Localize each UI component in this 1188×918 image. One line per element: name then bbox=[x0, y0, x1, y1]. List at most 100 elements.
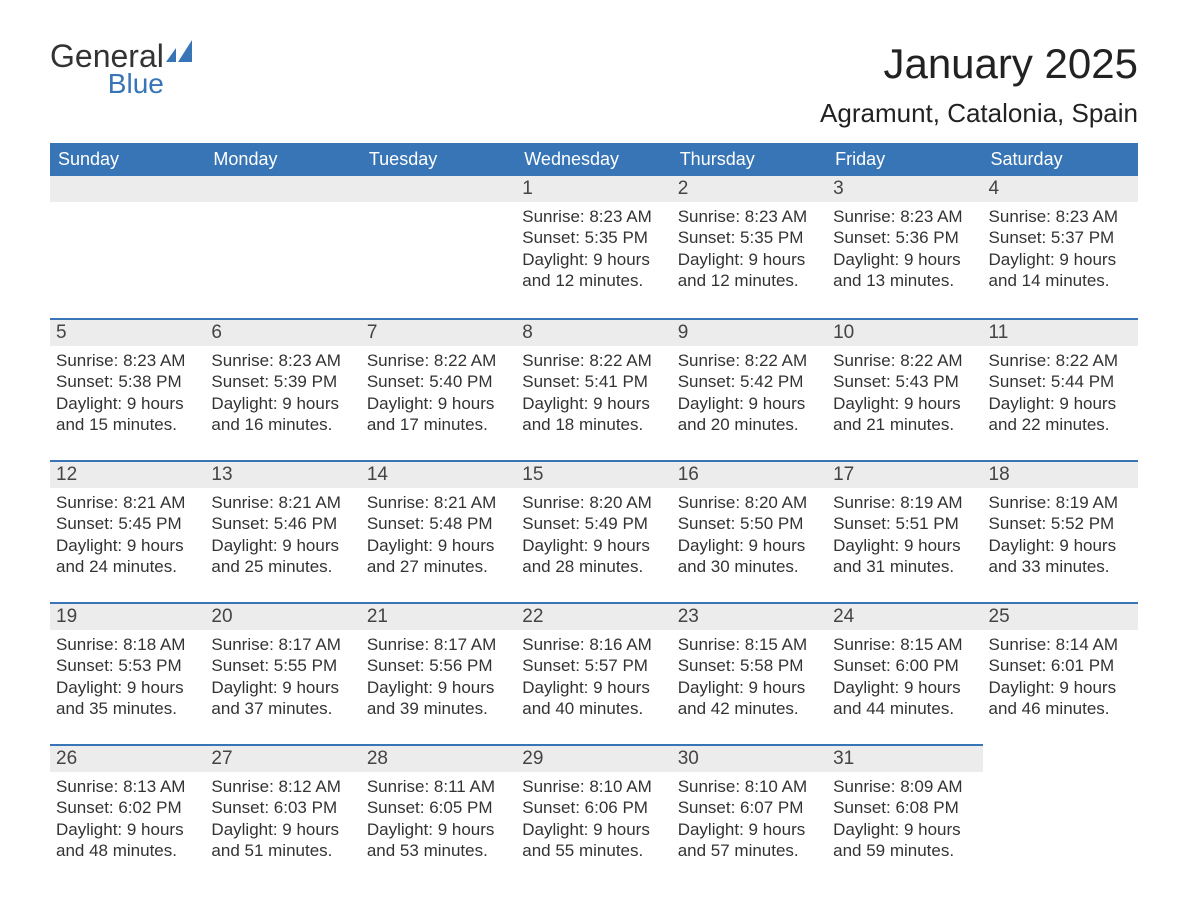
day-line: Daylight: 9 hours bbox=[833, 249, 976, 270]
day-details: Sunrise: 8:23 AMSunset: 5:35 PMDaylight:… bbox=[516, 202, 671, 299]
calendar-cell: 2Sunrise: 8:23 AMSunset: 5:35 PMDaylight… bbox=[672, 176, 827, 318]
day-number: 16 bbox=[672, 462, 827, 488]
day-details: Sunrise: 8:23 AMSunset: 5:37 PMDaylight:… bbox=[983, 202, 1138, 299]
day-details: Sunrise: 8:13 AMSunset: 6:02 PMDaylight:… bbox=[50, 772, 205, 869]
day-line: Sunset: 5:52 PM bbox=[989, 513, 1132, 534]
day-line: Sunset: 5:37 PM bbox=[989, 227, 1132, 248]
day-details: Sunrise: 8:21 AMSunset: 5:45 PMDaylight:… bbox=[50, 488, 205, 585]
day-line: and 17 minutes. bbox=[367, 414, 510, 435]
day-line: Sunrise: 8:22 AM bbox=[522, 350, 665, 371]
calendar-cell bbox=[205, 176, 360, 318]
day-line: Sunrise: 8:10 AM bbox=[678, 776, 821, 797]
day-line: and 31 minutes. bbox=[833, 556, 976, 577]
day-line: Sunrise: 8:23 AM bbox=[989, 206, 1132, 227]
day-number: 11 bbox=[983, 320, 1138, 346]
day-line: Sunset: 5:42 PM bbox=[678, 371, 821, 392]
day-line: Sunset: 5:45 PM bbox=[56, 513, 199, 534]
day-line: and 42 minutes. bbox=[678, 698, 821, 719]
day-number: 24 bbox=[827, 604, 982, 630]
calendar-cell: 9Sunrise: 8:22 AMSunset: 5:42 PMDaylight… bbox=[672, 318, 827, 460]
day-line: Daylight: 9 hours bbox=[56, 819, 199, 840]
day-number: 29 bbox=[516, 746, 671, 772]
calendar-row: 12Sunrise: 8:21 AMSunset: 5:45 PMDayligh… bbox=[50, 460, 1138, 602]
day-line: Daylight: 9 hours bbox=[989, 393, 1132, 414]
day-line: Daylight: 9 hours bbox=[833, 819, 976, 840]
day-details: Sunrise: 8:20 AMSunset: 5:50 PMDaylight:… bbox=[672, 488, 827, 585]
day-line: Sunset: 5:40 PM bbox=[367, 371, 510, 392]
day-line: Sunset: 5:44 PM bbox=[989, 371, 1132, 392]
day-line: and 18 minutes. bbox=[522, 414, 665, 435]
day-line: and 22 minutes. bbox=[989, 414, 1132, 435]
day-line: Sunset: 5:35 PM bbox=[522, 227, 665, 248]
day-number: 21 bbox=[361, 604, 516, 630]
calendar-cell: 23Sunrise: 8:15 AMSunset: 5:58 PMDayligh… bbox=[672, 602, 827, 744]
day-details: Sunrise: 8:22 AMSunset: 5:43 PMDaylight:… bbox=[827, 346, 982, 443]
day-number: 22 bbox=[516, 604, 671, 630]
day-line: and 35 minutes. bbox=[56, 698, 199, 719]
day-line: and 33 minutes. bbox=[989, 556, 1132, 577]
day-number: 20 bbox=[205, 604, 360, 630]
day-number: 3 bbox=[827, 176, 982, 202]
day-line: Sunset: 5:48 PM bbox=[367, 513, 510, 534]
day-line: and 16 minutes. bbox=[211, 414, 354, 435]
calendar-cell bbox=[983, 744, 1138, 886]
day-line: and 14 minutes. bbox=[989, 270, 1132, 291]
day-line: Daylight: 9 hours bbox=[211, 393, 354, 414]
calendar-body: 1Sunrise: 8:23 AMSunset: 5:35 PMDaylight… bbox=[50, 176, 1138, 886]
col-header: Wednesday bbox=[516, 143, 671, 176]
day-line: Daylight: 9 hours bbox=[678, 393, 821, 414]
day-line: Daylight: 9 hours bbox=[211, 535, 354, 556]
day-line: Sunset: 5:51 PM bbox=[833, 513, 976, 534]
day-number: 19 bbox=[50, 604, 205, 630]
calendar-cell: 19Sunrise: 8:18 AMSunset: 5:53 PMDayligh… bbox=[50, 602, 205, 744]
calendar-cell: 15Sunrise: 8:20 AMSunset: 5:49 PMDayligh… bbox=[516, 460, 671, 602]
day-line: Daylight: 9 hours bbox=[989, 535, 1132, 556]
day-line: and 53 minutes. bbox=[367, 840, 510, 861]
day-details: Sunrise: 8:19 AMSunset: 5:52 PMDaylight:… bbox=[983, 488, 1138, 585]
day-line: Daylight: 9 hours bbox=[522, 819, 665, 840]
day-line: and 48 minutes. bbox=[56, 840, 199, 861]
calendar-cell: 24Sunrise: 8:15 AMSunset: 6:00 PMDayligh… bbox=[827, 602, 982, 744]
day-details: Sunrise: 8:17 AMSunset: 5:55 PMDaylight:… bbox=[205, 630, 360, 727]
calendar-cell bbox=[361, 176, 516, 318]
day-line: Daylight: 9 hours bbox=[367, 677, 510, 698]
calendar-cell: 31Sunrise: 8:09 AMSunset: 6:08 PMDayligh… bbox=[827, 744, 982, 886]
day-number: 1 bbox=[516, 176, 671, 202]
day-number: 12 bbox=[50, 462, 205, 488]
calendar-cell: 16Sunrise: 8:20 AMSunset: 5:50 PMDayligh… bbox=[672, 460, 827, 602]
day-number: 8 bbox=[516, 320, 671, 346]
day-line: Sunrise: 8:20 AM bbox=[522, 492, 665, 513]
day-details: Sunrise: 8:14 AMSunset: 6:01 PMDaylight:… bbox=[983, 630, 1138, 727]
calendar-cell: 6Sunrise: 8:23 AMSunset: 5:39 PMDaylight… bbox=[205, 318, 360, 460]
day-number: 4 bbox=[983, 176, 1138, 202]
day-details: Sunrise: 8:16 AMSunset: 5:57 PMDaylight:… bbox=[516, 630, 671, 727]
day-line: and 37 minutes. bbox=[211, 698, 354, 719]
day-line: Daylight: 9 hours bbox=[522, 249, 665, 270]
day-details: Sunrise: 8:11 AMSunset: 6:05 PMDaylight:… bbox=[361, 772, 516, 869]
day-details: Sunrise: 8:12 AMSunset: 6:03 PMDaylight:… bbox=[205, 772, 360, 869]
day-line: Daylight: 9 hours bbox=[678, 249, 821, 270]
calendar-cell: 22Sunrise: 8:16 AMSunset: 5:57 PMDayligh… bbox=[516, 602, 671, 744]
day-number: 17 bbox=[827, 462, 982, 488]
day-line: Sunset: 6:07 PM bbox=[678, 797, 821, 818]
day-number: 15 bbox=[516, 462, 671, 488]
calendar-cell bbox=[50, 176, 205, 318]
day-line: Daylight: 9 hours bbox=[211, 677, 354, 698]
calendar-cell: 13Sunrise: 8:21 AMSunset: 5:46 PMDayligh… bbox=[205, 460, 360, 602]
calendar-cell: 20Sunrise: 8:17 AMSunset: 5:55 PMDayligh… bbox=[205, 602, 360, 744]
day-line: Sunset: 5:49 PM bbox=[522, 513, 665, 534]
day-line: and 20 minutes. bbox=[678, 414, 821, 435]
day-line: and 21 minutes. bbox=[833, 414, 976, 435]
day-number: 14 bbox=[361, 462, 516, 488]
day-number: 5 bbox=[50, 320, 205, 346]
day-line: Daylight: 9 hours bbox=[367, 393, 510, 414]
day-line: Sunrise: 8:19 AM bbox=[833, 492, 976, 513]
day-line: Sunrise: 8:23 AM bbox=[56, 350, 199, 371]
day-line: and 57 minutes. bbox=[678, 840, 821, 861]
day-number: 25 bbox=[983, 604, 1138, 630]
day-line: Sunset: 5:38 PM bbox=[56, 371, 199, 392]
day-number: 28 bbox=[361, 746, 516, 772]
day-number: 13 bbox=[205, 462, 360, 488]
calendar-cell: 11Sunrise: 8:22 AMSunset: 5:44 PMDayligh… bbox=[983, 318, 1138, 460]
day-number-empty bbox=[361, 176, 516, 202]
